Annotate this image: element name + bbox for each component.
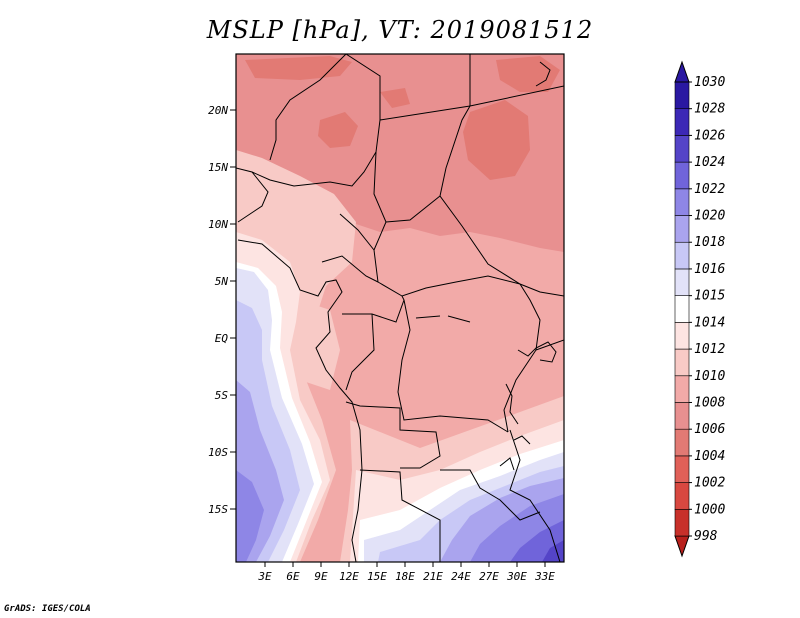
colorbar-cell [674, 508, 690, 537]
colorbar-label: 1022 [694, 182, 725, 197]
colorbar-label: 1004 [694, 449, 725, 464]
colorbar-cell [674, 322, 690, 350]
colorbar-cell [674, 428, 690, 457]
colorbar-label: 1015 [694, 289, 725, 304]
lat-label: 10S [208, 446, 228, 459]
lon-label: 27E [479, 570, 499, 583]
lat-label: 10N [208, 218, 228, 231]
lon-label: 3E [257, 570, 272, 583]
lon-label: 21E [423, 570, 443, 583]
colorbar: 998 1000 1002 1004 1006 1008 1010 1012 1014 1015 1… [674, 60, 725, 558]
lon-label: 30E [506, 570, 527, 583]
lat-label: 5S [215, 389, 229, 402]
longitude-axis: 3E 6E 9E 12E 15E 18E 21E 24E 27E 30E 33E [257, 562, 555, 583]
colorbar-label: 1018 [694, 235, 725, 250]
latitude-axis: 20N 15N 10N 5N EQ 5S 10S 15S [208, 104, 236, 516]
colorbar-cell [674, 215, 690, 243]
lon-label: 18E [395, 570, 415, 583]
colorbar-cell [674, 188, 690, 216]
lon-label: 33E [534, 570, 555, 583]
colorbar-cell [674, 268, 690, 296]
colorbar-label: 1020 [694, 209, 725, 224]
pressure-field [236, 54, 564, 562]
chart-title: MSLP [hPa], VT: 2019081512 [206, 16, 594, 44]
colorbar-cell [674, 375, 690, 403]
lon-label: 9E [314, 570, 328, 583]
colorbar-label: 1016 [694, 262, 725, 277]
country-borders [236, 54, 564, 562]
colorbar-low-arrow [674, 535, 690, 558]
colorbar-label: 1024 [694, 155, 725, 170]
colorbar-label: 1012 [694, 342, 725, 357]
colorbar-label: 1014 [694, 315, 725, 330]
colorbar-cell [674, 81, 690, 110]
colorbar-cell [674, 241, 690, 270]
colorbar-cell [674, 482, 690, 510]
colorbar-cell [674, 108, 690, 136]
lat-label: EQ [215, 332, 229, 345]
colorbar-high-arrow [674, 60, 690, 83]
colorbar-label: 1030 [694, 75, 725, 90]
colorbar-label: 1026 [694, 128, 725, 143]
colorbar-cell [674, 455, 690, 483]
colorbar-label: 1006 [694, 422, 725, 437]
colorbar-cell [674, 295, 690, 323]
colorbar-cell [674, 135, 690, 163]
colorbar-label: 1000 [694, 502, 725, 517]
colorbar-label: 1008 [694, 395, 725, 410]
colorbar-cell [674, 402, 690, 430]
lon-label: 24E [451, 570, 471, 583]
lat-label: 5N [215, 275, 229, 288]
lat-label: 20N [208, 104, 228, 117]
lon-label: 12E [339, 570, 359, 583]
map-frame [235, 53, 565, 563]
colorbar-label: 1002 [694, 476, 725, 491]
lon-label: 15E [367, 570, 387, 583]
colorbar-cell [674, 161, 690, 190]
colorbar-label: 998 [694, 529, 718, 544]
lat-label: 15N [208, 161, 228, 174]
colorbar-cell [674, 348, 690, 377]
lon-label: 6E [286, 570, 300, 583]
colorbar-label: 1010 [694, 369, 725, 384]
lat-label: 15S [208, 503, 228, 516]
credit-text: GrADS: IGES/COLA [4, 604, 91, 614]
colorbar-label: 1028 [694, 102, 725, 117]
